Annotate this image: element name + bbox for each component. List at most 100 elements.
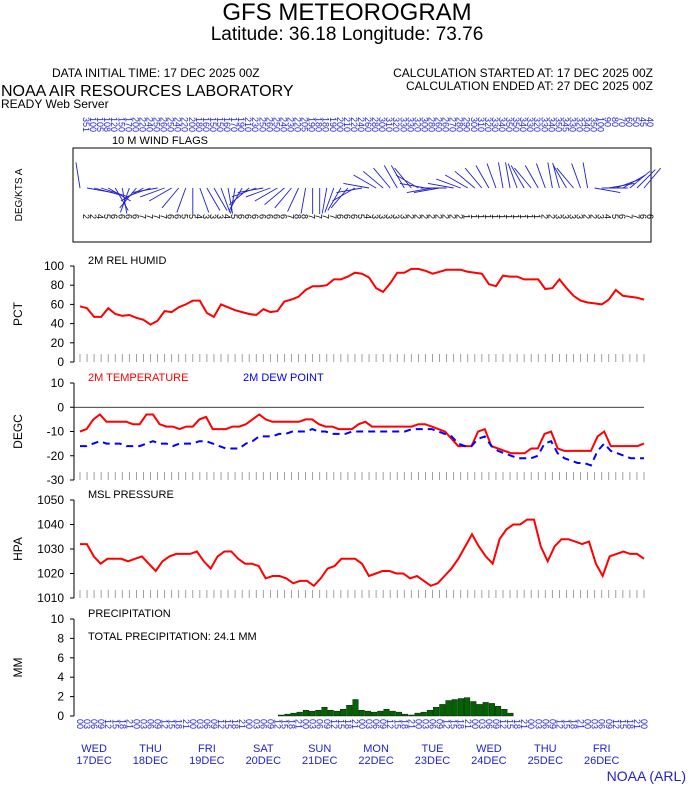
wind-barb bbox=[552, 162, 560, 189]
precip-bar bbox=[476, 704, 483, 717]
wind-speed-label: 1 bbox=[483, 214, 493, 219]
wind-direction-label: 70 bbox=[617, 117, 627, 127]
wind-panel-frame bbox=[72, 147, 652, 243]
wind-direction-label: 330 bbox=[405, 117, 415, 132]
wind-direction-label: 250 bbox=[166, 117, 176, 132]
panel-3-ytick: -20 bbox=[47, 449, 65, 463]
hour-label: 00 bbox=[75, 719, 85, 729]
series-line-2-0 bbox=[79, 267, 645, 326]
hour-label: 03 bbox=[251, 719, 261, 729]
hour-label: 21 bbox=[406, 719, 416, 729]
wind-speed-label: 1 bbox=[532, 214, 542, 219]
wind-speed-label: 6 bbox=[116, 214, 126, 219]
wind-direction-label: 120 bbox=[109, 117, 119, 132]
wind-direction-label: 180 bbox=[321, 117, 331, 132]
wind-barb bbox=[231, 187, 257, 198]
hour-label: 21 bbox=[350, 719, 360, 729]
wind-barb bbox=[475, 165, 490, 189]
precip-bar bbox=[346, 705, 353, 717]
wind-direction-label: 108 bbox=[102, 117, 112, 132]
wind-barb bbox=[399, 183, 426, 189]
wind-barb bbox=[643, 167, 662, 189]
series-line-3-0 bbox=[79, 413, 645, 455]
hour-label: 03 bbox=[590, 719, 600, 729]
wind-direction-label: 100 bbox=[596, 117, 606, 132]
wind-speed-label: 3 bbox=[208, 214, 218, 219]
wind-direction-label: 170 bbox=[123, 117, 133, 132]
date-label: 18DEC bbox=[133, 755, 169, 767]
day-label: THU bbox=[139, 743, 162, 755]
wind-direction-label: 220 bbox=[349, 117, 359, 132]
precip-bar bbox=[457, 698, 464, 717]
hour-label: 18 bbox=[456, 719, 466, 729]
hour-label: 15 bbox=[279, 719, 289, 729]
precip-bar bbox=[358, 710, 365, 717]
hour-label: 12 bbox=[442, 719, 452, 729]
wind-speed-label: 1 bbox=[469, 214, 479, 219]
precip-bar bbox=[482, 702, 489, 717]
hour-label: 21 bbox=[181, 719, 191, 729]
wind-barb bbox=[161, 187, 180, 209]
wind-speed-label: 2 bbox=[405, 214, 415, 219]
wind-speed-label: 3 bbox=[384, 214, 394, 219]
wind-speed-label: 5 bbox=[180, 214, 190, 219]
wind-direction-label: 220 bbox=[137, 117, 147, 132]
wind-speed-label: 3 bbox=[201, 214, 211, 219]
wind-direction-label: 230 bbox=[250, 117, 260, 132]
wind-speed-label: 7 bbox=[631, 214, 641, 219]
wind-direction-label: 320 bbox=[532, 117, 542, 132]
hour-label: 15 bbox=[167, 719, 177, 729]
wind-speed-label: 5 bbox=[356, 214, 366, 219]
wind-speed-label: 4 bbox=[603, 214, 613, 219]
wind-barb bbox=[213, 187, 228, 211]
hour-label: 18 bbox=[625, 719, 635, 729]
date-label: 21DEC bbox=[302, 755, 338, 767]
wind-direction-label: 210 bbox=[243, 117, 253, 132]
wind-direction-label: 170 bbox=[229, 117, 239, 132]
wind-speed-label: 1 bbox=[511, 214, 521, 219]
day-label: WED bbox=[81, 743, 107, 755]
precip-bar bbox=[495, 706, 502, 717]
wind-direction-label: 105 bbox=[95, 117, 105, 132]
precip-bar bbox=[488, 703, 495, 717]
hour-label: 06 bbox=[597, 719, 607, 729]
wind-speed-label: 6 bbox=[264, 214, 274, 219]
wind-direction-label: 260 bbox=[434, 117, 444, 132]
wind-speed-label: 4 bbox=[95, 214, 105, 219]
wind-speed-label: 7 bbox=[285, 214, 295, 219]
wind-speed-label: 7 bbox=[328, 214, 338, 219]
wind-speed-label: 4 bbox=[363, 214, 373, 219]
hour-label: 03 bbox=[138, 719, 148, 729]
hour-label: 09 bbox=[209, 719, 219, 729]
wind-direction-label: 320 bbox=[391, 117, 401, 132]
precip-ytick: 10 bbox=[51, 612, 65, 626]
wind-direction-label: 320 bbox=[412, 117, 422, 132]
hour-label: 03 bbox=[195, 719, 205, 729]
wind-barb bbox=[507, 163, 518, 189]
wind-barb bbox=[300, 187, 307, 214]
date-label: 26DEC bbox=[584, 755, 620, 767]
wind-speed-label: 6 bbox=[123, 214, 133, 219]
wind-barb bbox=[254, 187, 278, 202]
wind-barb bbox=[93, 187, 120, 196]
wind-speed-label: 7 bbox=[321, 214, 331, 219]
wind-barb bbox=[353, 174, 377, 189]
panel-4-ylabel: HPA bbox=[11, 537, 25, 561]
wind-speed-label: 6 bbox=[349, 214, 359, 219]
hour-label: 03 bbox=[533, 719, 543, 729]
hour-label: 12 bbox=[385, 719, 395, 729]
wind-speed-label: 3 bbox=[553, 214, 563, 219]
hour-label: 03 bbox=[477, 719, 487, 729]
wind-direction-label: 160 bbox=[201, 117, 211, 132]
wind-speed-label: 1 bbox=[518, 214, 528, 219]
panel-4-ytick: 1020 bbox=[37, 567, 64, 581]
hour-label: 18 bbox=[399, 719, 409, 729]
precip-bar bbox=[352, 699, 359, 717]
precip-bar bbox=[309, 710, 316, 717]
wind-direction-label: 280 bbox=[370, 117, 380, 132]
wind-direction-label: 260 bbox=[159, 117, 169, 132]
date-label: 24DEC bbox=[471, 755, 507, 767]
wind-barb bbox=[336, 187, 363, 193]
hour-label: 15 bbox=[223, 719, 233, 729]
